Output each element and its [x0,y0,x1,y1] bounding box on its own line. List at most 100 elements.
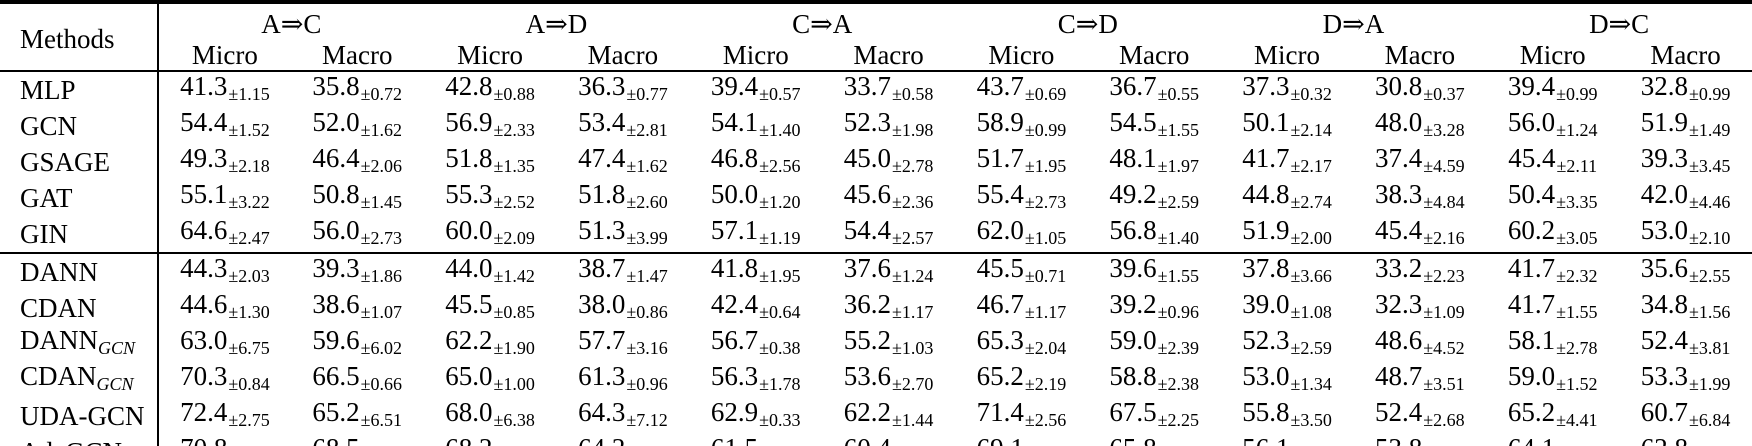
score-stddev: ±1.40 [759,120,801,140]
score-value: 70.8 [180,433,227,446]
cell-mlp-c-d-micro: 43.7±0.69 [955,71,1088,108]
score-value: 53.6 [843,361,891,391]
cell-adagcn-c-a-micro: 61.5±2.20 [689,434,822,446]
score-stddev: ±6.02 [360,338,403,358]
score-stddev: ±1.62 [360,120,403,140]
score-value: 36.3 [578,71,626,101]
score-stddev: ±2.19 [1024,374,1067,394]
score-value: 56.9 [445,107,493,137]
score-stddev: ±0.58 [891,84,934,104]
score-stddev: ±3.50 [1290,410,1332,430]
score-value: 56.7 [710,325,759,355]
cell-gat-c-a-micro: 50.0±1.20 [689,180,822,216]
cell-cdan-gcn-a-c-micro: 70.3±0.84 [157,362,291,398]
cell-gin-a-d-macro: 51.3±3.99 [556,216,689,253]
score-value: 50.8 [312,179,360,209]
score-value: 45.6 [843,179,891,209]
score-value: 43.7 [976,71,1024,101]
row-gcn: GCN 54.4±1.52 52.0±1.62 56.9±2.33 53.4±2.81 5… [0,108,1752,144]
score-stddev: ±1.19 [759,228,801,248]
score-value: 59.0 [1507,361,1556,391]
score-stddev: ±2.32 [1556,266,1598,286]
cell-cdan-a-d-micro: 45.5±0.85 [424,290,557,326]
score-value: 59.6 [312,325,360,355]
cell-uda-gcn-c-a-macro: 62.2±1.44 [822,398,955,434]
subheader-a-d-macro: Macro [587,40,659,70]
score-value: 38.3 [1375,179,1423,209]
score-stddev: ±2.23 [1423,266,1465,286]
score-value: 39.4 [710,71,759,101]
score-stddev: ±1.49 [1688,120,1731,140]
score-stddev: ±2.52 [493,192,535,212]
score-stddev: ±0.99 [1024,120,1067,140]
score-stddev: ±3.81 [1688,338,1731,358]
score-stddev: ±3.22 [228,192,270,212]
score-stddev: ±1.78 [759,374,801,394]
score-stddev: ±1.98 [891,120,934,140]
score-value: 56.0 [312,215,360,245]
cell-gcn-d-a-macro: 48.0±3.28 [1353,108,1486,144]
score-stddev: ±2.33 [493,120,535,140]
score-value: 39.6 [1109,253,1157,283]
score-stddev: ±1.03 [891,338,934,358]
score-value: 39.3 [312,253,360,283]
cell-gat-a-d-micro: 55.3±2.52 [424,180,557,216]
score-stddev: ±2.16 [1423,228,1465,248]
cell-cdan-gcn-d-a-macro: 48.7±3.51 [1353,362,1486,398]
method-name-mlp: MLP [20,75,76,105]
score-value: 64.1 [1508,433,1555,446]
cell-uda-gcn-c-d-macro: 67.5±2.25 [1088,398,1221,434]
score-value: 68.0 [445,397,493,427]
score-value: 37.4 [1375,143,1423,173]
score-value: 61.5 [711,433,758,446]
cell-gin-d-c-micro: 60.2±3.05 [1486,216,1619,253]
section-baselines: MLP 41.3±1.15 35.8±0.72 42.8±0.88 36.3±0.77 3… [0,71,1752,253]
score-stddev: ±0.72 [360,84,403,104]
score-stddev: ±0.99 [1688,84,1731,104]
score-value: 62.2 [445,325,493,355]
score-stddev: ±1.00 [493,374,535,394]
score-value: 62.2 [843,397,891,427]
score-value: 45.4 [1508,143,1556,173]
score-value: 44.8 [1242,179,1290,209]
score-value: 52.3 [1242,325,1290,355]
score-value: 38.6 [312,289,360,319]
score-stddev: ±0.96 [1157,302,1200,322]
cell-cdan-c-d-micro: 46.7±1.17 [955,290,1088,326]
score-value: 63.0 [180,325,228,355]
score-stddev: ±0.96 [626,374,668,394]
section-domain-adaptation: DANN 44.3±2.03 39.3±1.86 44.0±1.42 38.7±1.47… [0,253,1752,446]
cell-adagcn-d-a-macro: 53.8±2.95 [1353,434,1486,446]
score-value: 49.3 [180,143,228,173]
method-name-dann-gcn: DANNGCN [20,325,136,358]
score-value: 58.8 [1109,361,1157,391]
cell-gsage-a-c-micro: 49.3±2.18 [157,143,291,180]
cell-mlp-d-a-macro: 30.8±0.37 [1353,71,1486,108]
score-value: 52.3 [843,107,891,137]
cell-gcn-c-a-macro: 52.3±1.98 [822,108,955,144]
score-stddev: ±1.99 [1688,374,1731,394]
subheader-row: Micro Macro Micro Macro Micro Macro Micro Macro… [0,40,1752,71]
cell-gin-c-d-macro: 56.8±1.40 [1088,216,1221,253]
score-stddev: ±6.38 [493,410,535,430]
cell-gin-d-a-micro: 51.9±2.00 [1221,216,1354,253]
cell-gcn-c-d-micro: 58.9±0.99 [955,108,1088,144]
score-stddev: ±3.45 [1688,156,1731,176]
cell-uda-gcn-a-d-micro: 68.0±6.38 [424,398,557,434]
score-value: 62.0 [976,215,1024,245]
cell-mlp-a-d-macro: 36.3±0.77 [556,71,689,108]
cell-dann-c-d-micro: 45.5±0.71 [955,253,1088,290]
method-name-cdan-gcn: CDANGCN [20,361,134,394]
score-stddev: ±2.55 [1688,266,1731,286]
score-value: 39.2 [1109,289,1157,319]
score-value: 46.8 [710,143,759,173]
score-stddev: ±1.62 [626,156,668,176]
score-value: 55.4 [976,179,1024,209]
score-value: 55.1 [180,179,228,209]
cell-gcn-d-a-micro: 50.1±2.14 [1221,108,1354,144]
method-name-gat: GAT [20,183,73,213]
score-value: 36.7 [1109,71,1157,101]
score-value: 52.0 [312,107,360,137]
cell-adagcn-d-c-micro: 64.1±0.91 [1486,434,1619,446]
score-value: 44.0 [445,253,493,283]
